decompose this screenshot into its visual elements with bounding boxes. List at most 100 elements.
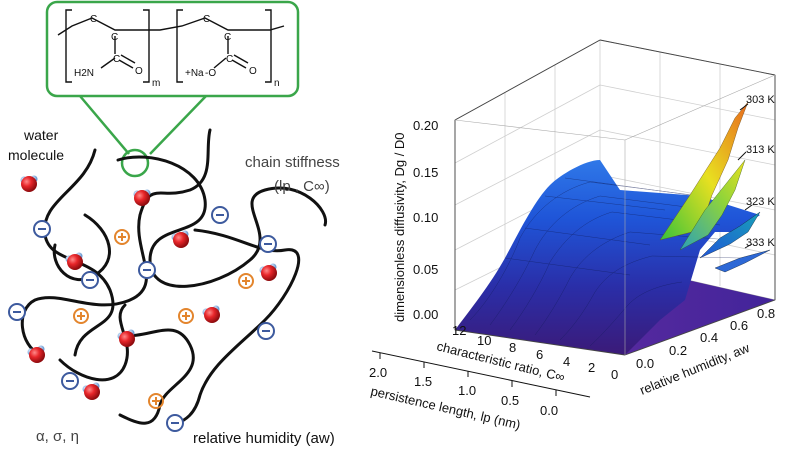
x-tick-6: 0 bbox=[611, 367, 618, 382]
surface-spike-333 bbox=[714, 249, 771, 273]
x-tick-0: 12 bbox=[452, 323, 466, 338]
backbone-bond bbox=[57, 17, 285, 36]
polymer-network bbox=[8, 128, 327, 432]
water-molecule-icon bbox=[133, 189, 151, 206]
y-axis-label: relative humidity, aw bbox=[638, 340, 752, 398]
z-tick-3: 0.15 bbox=[413, 165, 438, 180]
monomer-callout: C C C H2N O m C C C +Na -O O n bbox=[45, 0, 300, 155]
zoom-circle bbox=[120, 148, 150, 178]
bracket-m-right bbox=[143, 9, 150, 83]
plus-charge-icon bbox=[73, 308, 89, 324]
atom-c-n3: C bbox=[226, 54, 233, 65]
minus-charge-icon bbox=[166, 414, 184, 432]
y-tick-1: 0.2 bbox=[669, 343, 687, 358]
bracket-m-left bbox=[65, 9, 72, 83]
z-tick-2: 0.10 bbox=[413, 210, 438, 225]
secondary-axis-ticks bbox=[379, 353, 557, 396]
secondary-axis-line bbox=[371, 350, 591, 398]
plus-charge-icon bbox=[178, 308, 194, 324]
series-label-313: 313 K bbox=[746, 144, 775, 156]
x-tick-5: 2 bbox=[588, 360, 595, 375]
atom-c-m3: C bbox=[113, 54, 120, 65]
atom-c-m1: C bbox=[90, 14, 97, 25]
minus-charge-icon bbox=[257, 322, 275, 340]
z-tick-4: 0.20 bbox=[413, 118, 438, 133]
lp-tick-0: 2.0 bbox=[369, 365, 387, 380]
temperature-leaders bbox=[737, 103, 753, 249]
lp-tick-4: 0.0 bbox=[540, 403, 558, 418]
lp-tick-1: 1.5 bbox=[414, 374, 432, 389]
minus-charge-icon bbox=[81, 271, 99, 289]
atom-c-n1: C bbox=[203, 14, 210, 25]
z-tick-0: 0.00 bbox=[413, 307, 438, 322]
minus-charge-icon bbox=[61, 372, 79, 390]
plus-charge-icon bbox=[238, 273, 254, 289]
chain-2 bbox=[116, 155, 327, 288]
water-molecule-icon bbox=[65, 252, 83, 270]
series-label-323: 323 K bbox=[746, 196, 775, 208]
stiffness-params: (lp , C∞) bbox=[274, 178, 330, 195]
secondary-axis-label: persistence length, lp (nm) bbox=[369, 383, 522, 432]
y-tick-4: 0.8 bbox=[757, 306, 775, 321]
water-molecule-icon bbox=[202, 305, 220, 323]
subscript-m: m bbox=[152, 78, 160, 89]
atom-c-n2: C bbox=[224, 32, 231, 43]
atom-amide: H2N bbox=[74, 68, 94, 79]
y-tick-2: 0.4 bbox=[700, 330, 718, 345]
z-tick-1: 0.05 bbox=[413, 262, 438, 277]
surface-plot: 0.00 0.05 0.10 0.15 0.20 dimensionless d… bbox=[369, 39, 776, 432]
water-molecule-icon bbox=[117, 329, 135, 347]
x-tick-3: 6 bbox=[536, 347, 543, 362]
minus-charge-icon bbox=[138, 261, 156, 279]
lp-tick-2: 1.0 bbox=[458, 383, 476, 398]
plus-charge-icon bbox=[114, 229, 130, 245]
callout-pointer-left bbox=[79, 95, 130, 155]
surface-spike-313 bbox=[679, 159, 746, 251]
callout-box bbox=[45, 0, 300, 98]
stiffness-label: chain stiffness bbox=[245, 154, 340, 171]
y-tick-3: 0.6 bbox=[730, 318, 748, 333]
chain-5 bbox=[173, 228, 301, 427]
lp-tick-3: 0.5 bbox=[501, 393, 519, 408]
bracket-n-right bbox=[265, 9, 272, 83]
greek-params: α, σ, η bbox=[36, 428, 79, 445]
atom-na: +Na bbox=[185, 68, 204, 79]
water-label-line2: molecule bbox=[8, 147, 64, 163]
surface-spike-323 bbox=[699, 211, 761, 259]
minus-charge-icon bbox=[8, 303, 26, 321]
water-molecules bbox=[20, 175, 277, 400]
water-molecule-icon bbox=[82, 382, 100, 400]
water-molecule-icon bbox=[27, 345, 45, 363]
humidity-label: relative humidity (aw) bbox=[193, 430, 335, 447]
chain-6 bbox=[118, 328, 195, 425]
callout-pointer-right bbox=[149, 95, 207, 155]
x-tick-4: 4 bbox=[563, 354, 570, 369]
chain-4 bbox=[52, 213, 111, 282]
water-molecule-icon bbox=[20, 175, 38, 192]
plot-box bbox=[454, 39, 776, 356]
minus-charge-icon bbox=[33, 220, 51, 238]
water-molecule-icon bbox=[259, 263, 277, 281]
chain-7 bbox=[58, 303, 129, 382]
minus-charge-icon bbox=[259, 235, 277, 253]
x-tick-2: 8 bbox=[509, 340, 516, 355]
bracket-n-left bbox=[176, 9, 183, 83]
water-molecule-icon bbox=[171, 230, 189, 248]
x-tick-1: 10 bbox=[477, 333, 491, 348]
subscript-n: n bbox=[274, 78, 280, 89]
z-axis-label: dimensionless diffusivity, Dg / D0 bbox=[392, 132, 407, 322]
water-label-line1: water bbox=[23, 127, 59, 143]
negative-charges bbox=[8, 206, 277, 432]
series-label-303: 303 K bbox=[746, 94, 775, 106]
atom-o-m: O bbox=[135, 66, 143, 77]
series-label-333: 333 K bbox=[746, 237, 775, 249]
minus-charge-icon bbox=[211, 206, 229, 224]
y-tick-0: 0.0 bbox=[636, 356, 654, 371]
positive-charges bbox=[73, 229, 254, 409]
atom-o-minus: -O bbox=[205, 68, 216, 79]
atom-o-n: O bbox=[249, 66, 257, 77]
plus-charge-icon bbox=[148, 393, 164, 409]
atom-c-m2: C bbox=[111, 32, 118, 43]
